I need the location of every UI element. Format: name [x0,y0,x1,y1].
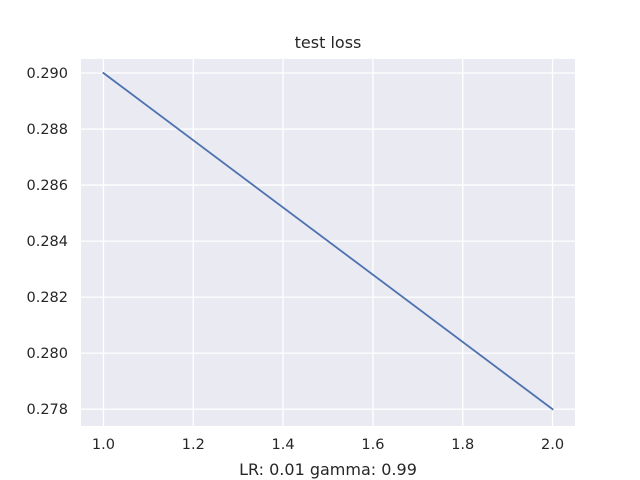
y-tick-labels: 0.278 0.280 0.282 0.284 0.286 0.288 0.290 [26,66,68,418]
y-tick-label: 0.286 [26,178,68,194]
y-tick-label: 0.278 [26,402,68,418]
x-axis-label: LR: 0.01 gamma: 0.99 [239,460,417,479]
x-tick-label: 1.0 [92,437,115,453]
x-tick-labels: 1.0 1.2 1.4 1.6 1.8 2.0 [92,437,564,453]
y-tick-label: 0.282 [26,290,68,306]
y-tick-label: 0.284 [26,234,68,250]
x-tick-label: 1.2 [182,437,205,453]
series-line [102,71,554,411]
y-tick-label: 0.280 [26,346,68,362]
x-tick-label: 2.0 [541,437,564,453]
x-tick-label: 1.8 [451,437,474,453]
y-tick-label: 0.288 [26,122,68,138]
x-tick-label: 1.4 [272,437,295,453]
series-layer [102,71,554,411]
y-tick-label: 0.290 [26,66,68,82]
x-tick-label: 1.6 [361,437,384,453]
chart-title: test loss [295,33,362,52]
